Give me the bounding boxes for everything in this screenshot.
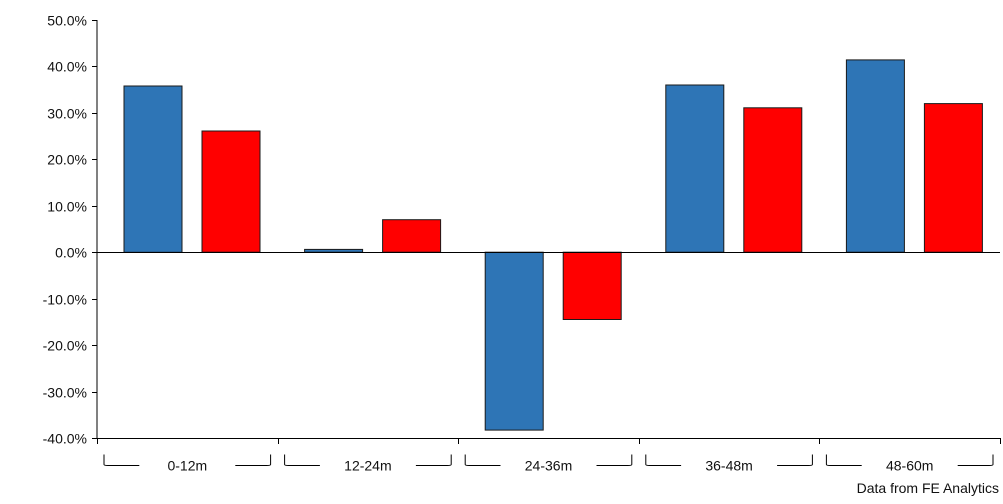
y-tick-label: 10.0% [47,199,87,215]
y-axis: 50.0% 40.0% 30.0% 20.0% 10.0% 0.0% -10.0% -20.0… [43,13,98,447]
x-axis: 0-12m 12-24m 24-36m 36-48m 48-60m [97,438,1001,474]
category-bracket-right [596,454,633,466]
y-tick-label: -10.0% [43,292,87,308]
bar-series-1-24-36m [484,251,544,431]
y-tick-label: -30.0% [43,385,87,401]
bar-series-2-48-60m [923,103,983,253]
y-tick-label: 30.0% [47,106,87,122]
bar-series-2-24-36m [562,251,622,320]
y-tick-label: 50.0% [47,13,87,29]
y-tick-label: 40.0% [47,59,87,75]
category-bracket-right [957,454,994,466]
x-category-label: 36-48m [705,458,752,474]
y-tick-label: 0.0% [55,245,87,261]
x-category-label: 48-60m [886,458,933,474]
y-tick-label: -20.0% [43,338,87,354]
bar-series-2-0-12m [201,130,261,253]
y-tick-label: -40.0% [43,431,87,447]
category-bracket-right [235,454,272,466]
bar-series-1-0-12m [123,85,183,253]
bar-series-2-12-24m [382,219,442,253]
category-bracket-right [415,454,452,466]
source-note: Data from FE Analytics [856,480,999,496]
x-category-label: 24-36m [525,458,572,474]
category-bracket-left [645,454,682,466]
x-category-label: 0-12m [167,458,207,474]
bars [97,59,1000,431]
bar-series-1-48-60m [845,59,905,253]
bar-series-2-36-48m [743,107,803,253]
category-bracket-left [464,454,501,466]
x-category-label: 12-24m [344,458,391,474]
category-bracket-right [777,454,813,466]
category-bracket-left [825,454,862,466]
category-bracket-left [284,454,320,466]
bar-series-1-12-24m [304,248,364,253]
y-tick-label: 20.0% [47,152,87,168]
category-bracket-left [103,454,140,466]
bar-series-1-36-48m [665,84,725,253]
